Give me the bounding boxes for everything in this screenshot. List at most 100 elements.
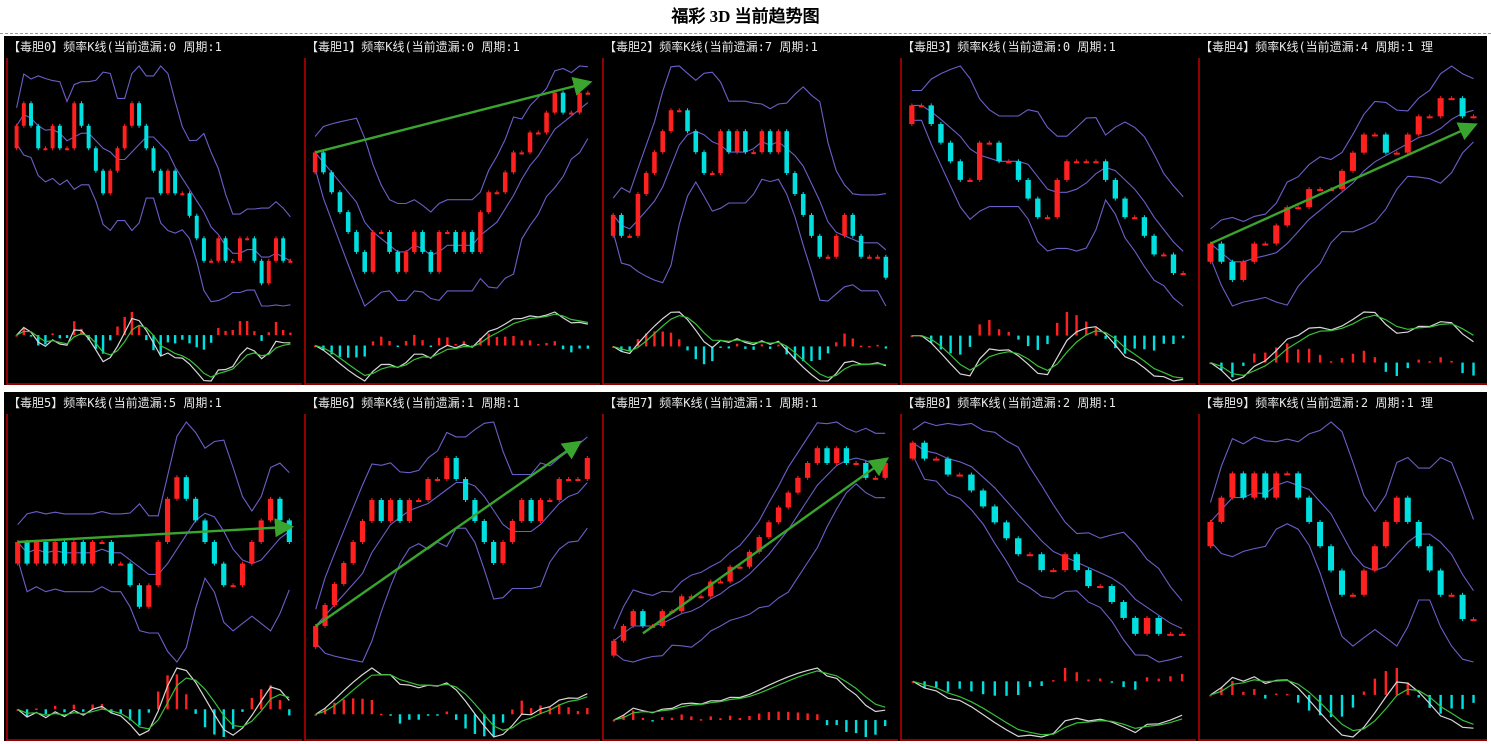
macd-histogram-bar [752,346,755,350]
macd-histogram-bar [539,705,542,715]
macd-histogram-bar [147,709,151,713]
candle [640,611,646,626]
macd-histogram-bar [87,335,90,341]
candle [221,563,227,586]
trend-arrow [642,457,890,635]
macd-histogram-bar [1134,681,1137,690]
candle [65,148,70,151]
macd-histogram-bar [181,335,184,340]
macd-histogram-bar [1307,694,1311,711]
candle [387,232,392,252]
candle [252,238,257,261]
macd-histogram-bar [267,332,270,336]
candle [800,193,806,215]
candle [527,132,533,153]
macd-histogram-bar [487,333,490,346]
macd-histogram-bar [1439,694,1442,714]
macd-histogram-bar [670,717,674,721]
macd-histogram-bar [586,708,589,715]
macd-histogram-bar [389,714,392,716]
macd-histogram-bar [445,711,449,715]
macd-histogram-bar [473,714,477,734]
candle [834,235,839,257]
panel-caption: 【毒胆2】频率K线(当前遗漏:7 周期:1 [604,40,818,54]
candle [478,212,483,252]
candle [785,492,791,508]
panel-caption: 【毒胆6】频率K线(当前遗漏:1 周期:1 [306,396,520,410]
candlestick-chart [6,58,302,385]
candle [1338,570,1346,595]
macd-histogram-bar [680,714,683,721]
macd-histogram-bar [537,344,540,346]
macd-histogram-bar [1017,335,1020,340]
candle [341,562,347,584]
macd-histogram-bar [1318,694,1322,716]
macd-histogram-bar [413,334,416,346]
candle [378,500,384,522]
candle [1112,179,1118,199]
macd-histogram-bar [1231,362,1234,378]
candle [1317,521,1324,547]
candle [560,92,566,113]
macd-histogram-bar [806,713,809,721]
candle [277,498,283,521]
macd-histogram-bar [1133,335,1136,349]
macd-histogram-bar [426,714,430,716]
macd-histogram-bar [231,709,235,729]
upper-band-line [314,65,588,213]
candle [834,448,840,464]
candle [775,507,782,523]
macd-histogram-bar [166,675,169,710]
candle [434,479,441,482]
candle [180,193,185,196]
macd-histogram-bar [231,330,234,336]
macd-histogram-bar [1329,694,1333,717]
macd-histogram-bar [363,345,366,357]
middle-band-line [17,512,290,575]
macd-histogram-bar [512,335,515,346]
macd-histogram-bar [1307,348,1311,363]
candlestick-chart [1198,414,1487,741]
macd-histogram-bar [1028,681,1032,687]
candle [173,170,178,194]
candle [1284,207,1291,226]
candle [1025,179,1031,199]
title-divider [0,33,1491,34]
trend-arrow [1209,122,1478,245]
lower-band-line [1209,141,1474,307]
candle [1038,554,1045,571]
macd-histogram-bar [44,709,47,715]
macd-histogram-bar [454,343,457,346]
candle [1349,594,1356,597]
dif-line [16,317,291,382]
dea-line [17,677,290,730]
macd-histogram-bar [94,335,98,349]
candle [403,251,409,272]
chart-panel-9: 【毒胆9】频率K线(当前遗漏:2 周期:1 理 [1196,392,1487,741]
macd-histogram-bar [388,341,391,346]
trend-arrow [314,77,593,154]
candle [933,458,940,461]
candle [1415,521,1422,547]
macd-histogram-bar [738,717,742,721]
macd-histogram-bar [702,346,706,365]
chart-panel-6: 【毒胆6】频率K线(当前遗漏:1 周期:1 [302,392,600,741]
candle [57,125,62,149]
candle [814,448,820,464]
candle [237,238,242,261]
macd-histogram-bar [63,709,66,713]
macd-histogram-bar [464,714,467,729]
candle [1015,161,1022,180]
candle [635,193,641,236]
candle [968,474,975,491]
panel-caption: 【毒胆8】频率K线(当前遗漏:2 周期:1 [902,396,1116,410]
candle [118,563,124,566]
macd-histogram-bar [570,345,573,353]
candle [420,232,425,252]
candle [693,131,699,153]
candle [1141,217,1148,236]
macd-histogram-bar [1417,359,1420,363]
candle [93,148,98,171]
macd-histogram-bar [567,707,570,715]
candle [872,477,879,480]
